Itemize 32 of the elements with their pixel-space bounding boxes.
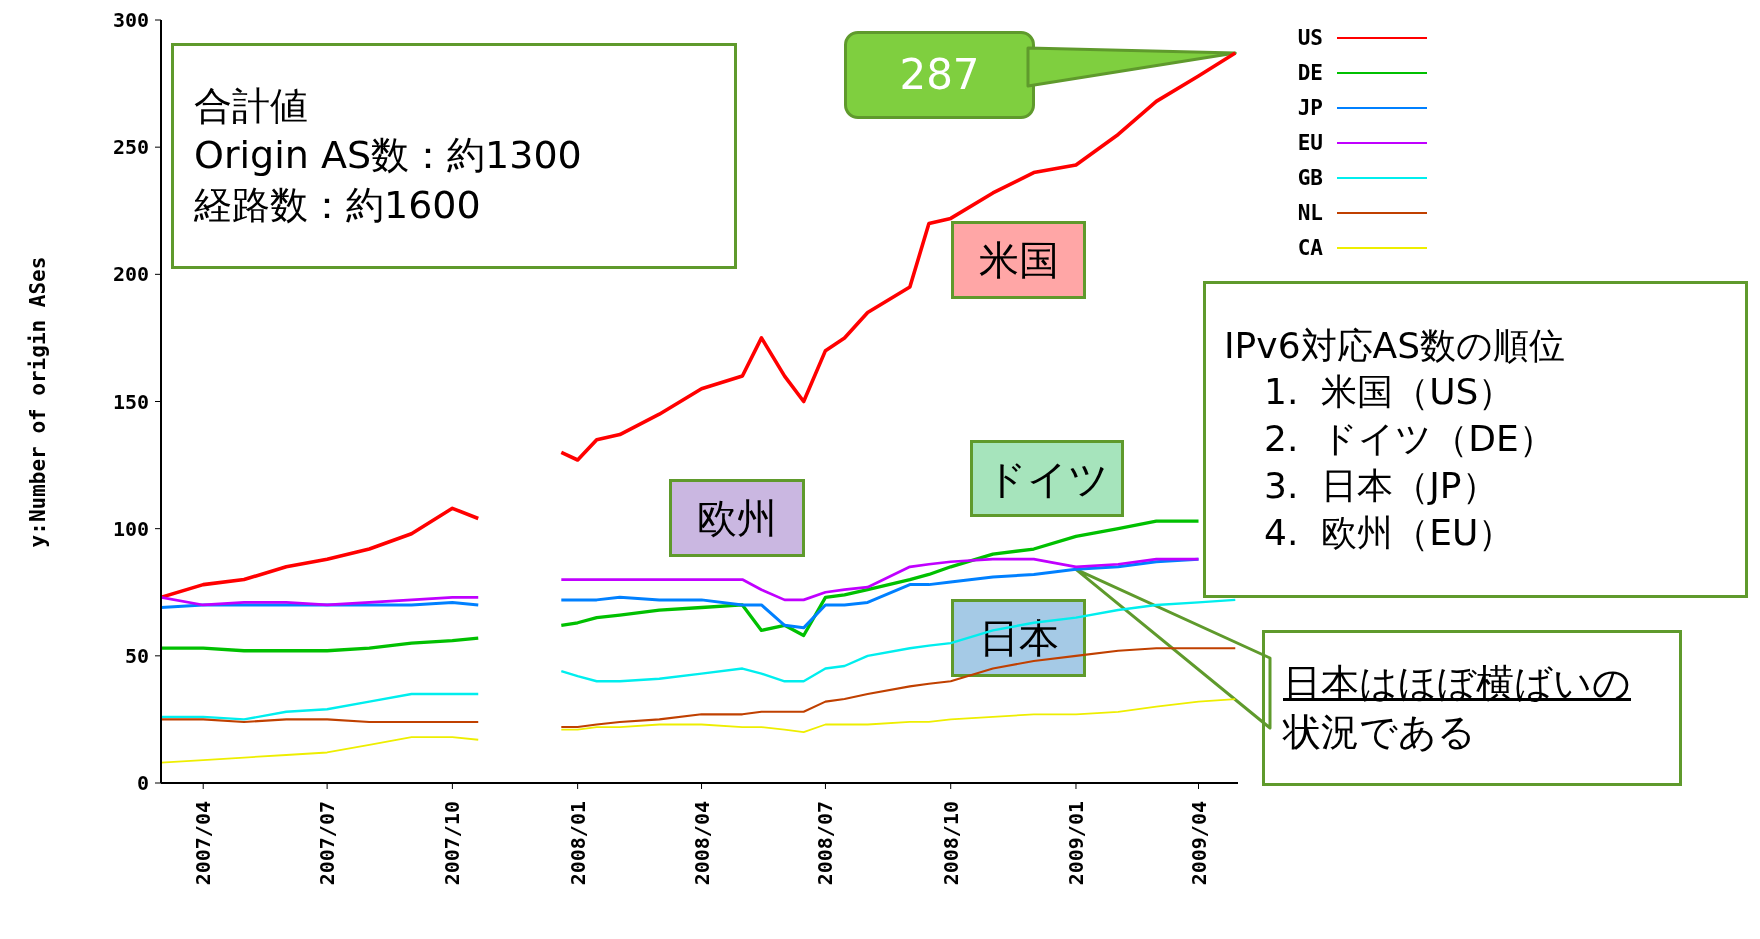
x-tick-label: 2009/01 — [1063, 801, 1088, 886]
annotation: ドイツ — [985, 454, 1109, 504]
legend-label: US — [1296, 25, 1323, 50]
x-tick-label: 2008/01 — [565, 801, 590, 886]
annotation: 合計値 Origin AS数：約1300 経路数：約1600 — [194, 82, 582, 229]
y-tick-label: 50 — [124, 643, 149, 668]
annotation: IPv6対応AS数の順位 1. 米国（US） 2. ドイツ（DE） 3. 日本（JP） 4. 欧州（EU） — [1224, 323, 1566, 555]
x-tick-label: 2009/04 — [1186, 801, 1211, 886]
y-axis-title: y:Number of origin ASes — [25, 255, 51, 549]
y-tick-label: 300 — [112, 8, 149, 32]
legend-label: CA — [1296, 235, 1323, 260]
annotation: 欧州 — [697, 494, 777, 543]
text: 日本はほぼ横ばいの状況である — [1283, 659, 1632, 756]
legend-label: NL — [1296, 200, 1323, 225]
x-tick-label: 2008/10 — [938, 801, 963, 886]
annotation: 日本 — [978, 614, 1059, 663]
y-tick-label: 100 — [112, 516, 149, 541]
y-tick-label: 250 — [112, 135, 149, 160]
annotation: 287 — [899, 48, 980, 101]
y-tick-label: 150 — [112, 389, 149, 414]
y-tick-label: 0 — [136, 771, 149, 795]
y-tick-label: 200 — [112, 262, 149, 287]
x-tick-label: 2008/07 — [813, 801, 838, 886]
legend-label: GB — [1296, 165, 1323, 190]
legend-label: DE — [1296, 60, 1323, 85]
legend-label: JP — [1296, 95, 1323, 120]
x-tick-label: 2007/07 — [315, 801, 340, 886]
annotation: 米国 — [978, 236, 1059, 285]
x-tick-label: 2007/10 — [440, 801, 465, 886]
legend-label: EU — [1296, 130, 1323, 155]
x-tick-label: 2008/04 — [689, 801, 714, 886]
x-tick-label: 2007/04 — [191, 801, 216, 886]
